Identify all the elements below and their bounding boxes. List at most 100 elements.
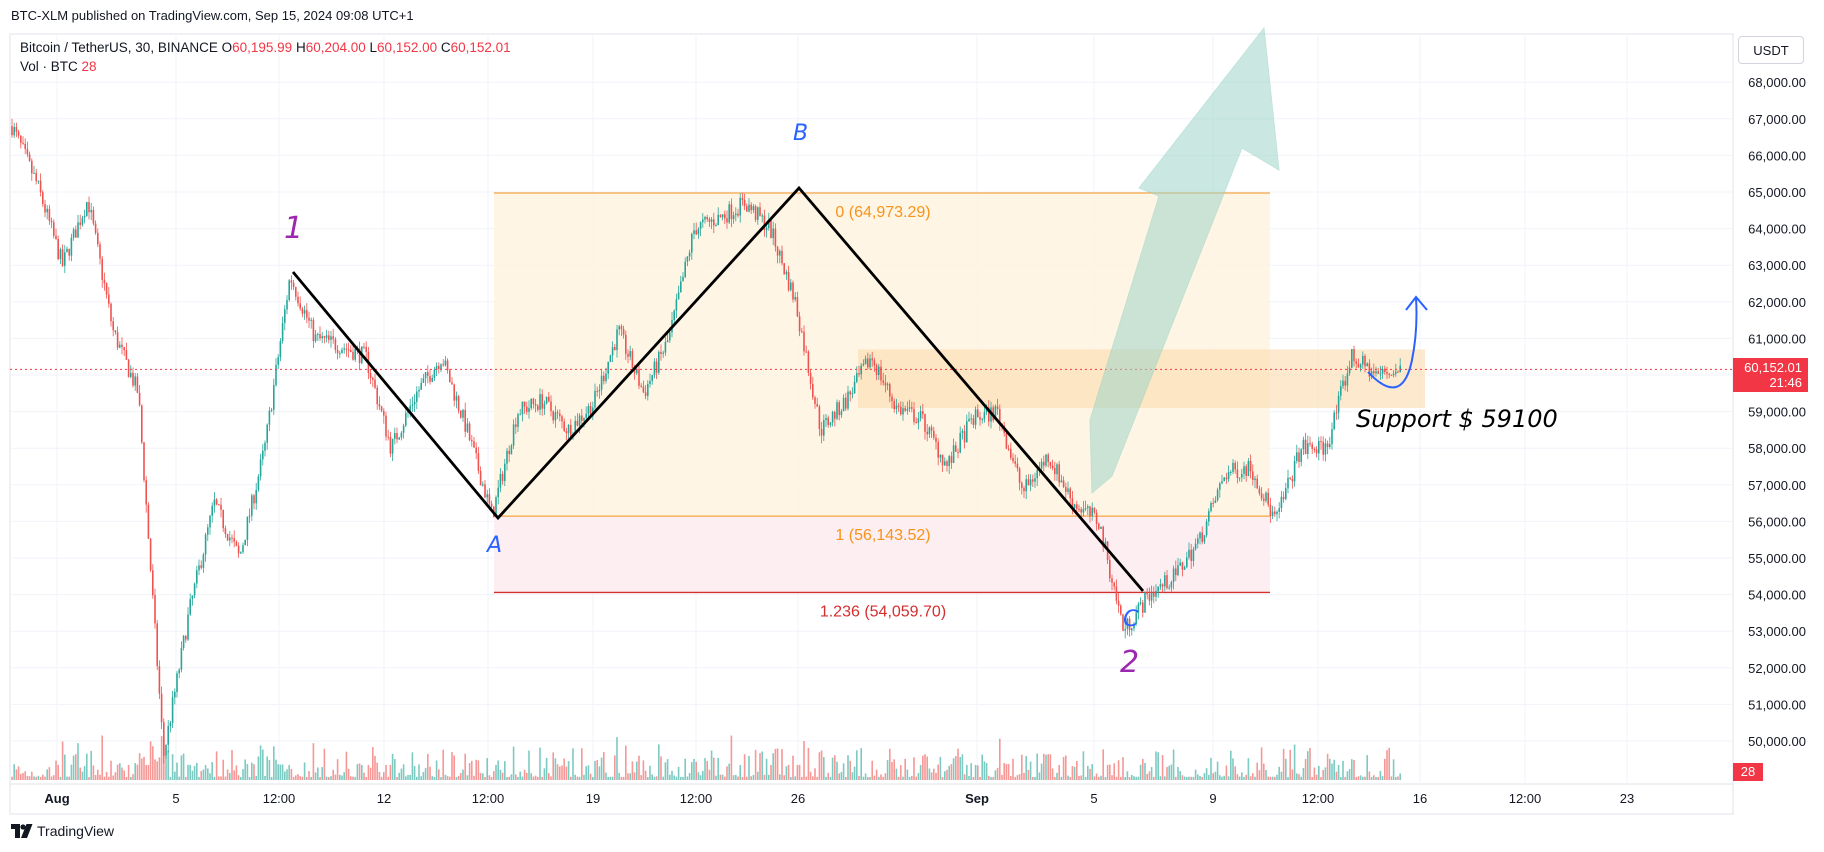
candle-body [147,504,150,539]
volume-bar [495,764,497,780]
candle-body [719,214,722,218]
candle-body [576,420,579,426]
candle-body [658,351,660,373]
volume-bar [796,764,799,780]
candle-body [299,303,301,309]
candle-body [79,222,81,225]
candle-body [229,537,231,541]
candle-body [1098,523,1100,529]
symbol-name[interactable]: Bitcoin / TetherUS, 30, BINANCE [20,40,218,55]
candle-body [1364,355,1366,367]
candle-body [156,623,158,667]
volume-bar [204,764,207,780]
volume-bar [1346,771,1349,780]
candle-body [231,537,233,539]
volume-bar [1324,767,1327,780]
candle-body [130,372,132,377]
volume-bar [72,755,75,780]
volume-bar [757,771,759,780]
volume-bar [1395,776,1397,780]
volume-bar [242,769,244,780]
volume-bar [908,776,911,780]
volume-bar [1157,752,1159,780]
volume-bar [1144,762,1146,780]
volume-bar [1331,763,1333,780]
volume-bar [1384,758,1386,780]
candle-body [112,321,114,331]
volume-bar [347,768,350,780]
candle-body [981,419,983,421]
candle-body [660,351,662,354]
candle-body [904,408,906,411]
candle-body [134,376,136,386]
candle-body [504,463,506,481]
candle-body [530,398,532,409]
candle-body [488,494,491,504]
time-axis-label: 12:00 [263,791,296,806]
volume-bar [99,774,101,780]
candle-body [814,397,816,405]
candle-body [710,219,713,222]
currency-unit-button[interactable]: USDT [1738,36,1804,64]
candle-body [948,456,950,466]
candle-body [429,375,431,382]
volume-bar [266,756,268,780]
candle-body [1040,461,1043,469]
time-axis-label: 12 [377,791,391,806]
volume-bar [1027,769,1030,780]
candle-body [783,263,785,275]
candle-body [97,232,99,245]
candle-body [464,409,466,432]
volume-bar [39,776,42,780]
candle-body [466,423,469,432]
candle-body [1225,477,1228,480]
candle-body [416,391,418,402]
candle-body [922,411,924,415]
volume-bar [233,770,235,780]
volume-bar [352,776,354,780]
volume-bar [1256,762,1258,780]
volume-bar [407,774,409,780]
candle-body [772,228,774,239]
volume-bar [1318,765,1320,780]
tradingview-footer[interactable]: TradingView [11,823,114,839]
volume-bar [548,773,550,780]
volume-bar [537,776,539,780]
candle-body [1078,509,1080,511]
candle-body [75,229,77,238]
volume-bar [187,764,189,780]
candle-body [352,351,354,360]
volume-bar [1230,750,1232,780]
volume-bar [728,763,730,780]
candle-body [431,377,433,382]
candle-body [446,360,449,371]
candle-body [169,722,172,727]
volume-bar [1164,776,1166,780]
candle-body [127,359,130,377]
volume-bar [251,762,253,780]
volume-bar [451,752,453,780]
candle-body [1071,498,1074,509]
volume-label[interactable]: Vol · BTC [20,59,78,74]
volume-bar [807,747,810,780]
volume-bar [202,769,205,780]
volume-bar [191,770,194,780]
volume-bar [55,760,57,780]
candle-body [53,222,55,236]
candle-body [574,420,576,434]
candle-body [882,380,884,383]
candle-body [693,230,695,234]
candle-body [475,447,477,454]
volume-bar [1390,776,1393,780]
volume-bar [963,774,966,780]
candle-body [248,515,251,517]
volume-bar [829,776,832,780]
candle-body [528,408,530,413]
volume-bar [1111,775,1113,780]
price-axis-label: 65,000.00 [1748,185,1806,200]
volume-bar [754,749,757,780]
candle-body [20,135,22,143]
volume-bar [1014,776,1016,780]
volume-bar [53,775,55,780]
